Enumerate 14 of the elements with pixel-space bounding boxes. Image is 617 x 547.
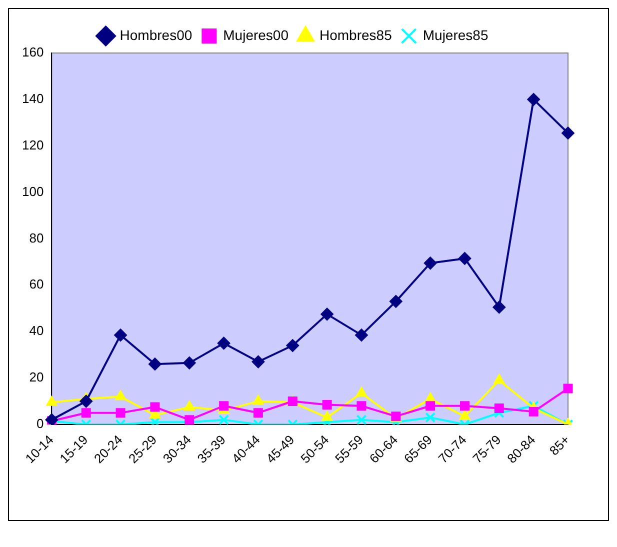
- y-tick-label: 40: [29, 323, 44, 338]
- x-tick-label: 85+: [546, 432, 573, 458]
- y-tick-label: 60: [29, 276, 44, 292]
- y-tick-label: 80: [29, 230, 44, 246]
- y-tick-label: 100: [22, 184, 44, 199]
- y-tick-label: 140: [22, 91, 44, 106]
- legend-label: Mujeres00: [223, 26, 289, 43]
- y-tick-label: 20: [29, 370, 44, 385]
- legend-label: Mujeres85: [422, 26, 488, 43]
- legend-label: Hombres00: [120, 26, 192, 43]
- y-tick-label: 160: [22, 44, 44, 60]
- legend-label: Hombres85: [320, 26, 392, 43]
- y-tick-label: 0: [36, 416, 44, 432]
- y-tick-label: 120: [22, 137, 44, 152]
